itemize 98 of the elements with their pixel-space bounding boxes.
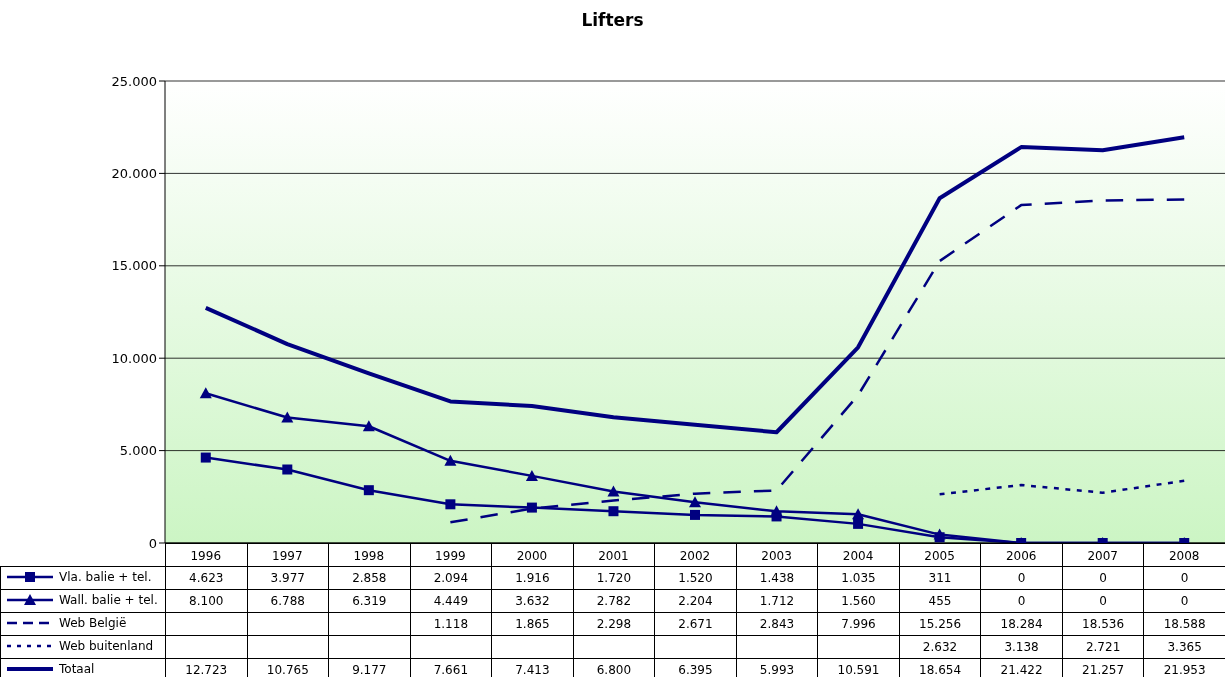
data-label: 311 xyxy=(899,566,981,590)
data-label: 3.365 xyxy=(1143,635,1225,659)
data-label: 7.996 xyxy=(817,612,900,636)
data-label: 0 xyxy=(980,566,1063,590)
data-label: 21.422 xyxy=(980,658,1063,677)
data-label: 10.591 xyxy=(817,658,900,677)
legend-label: Totaal xyxy=(59,661,95,676)
chart-title: Lifters xyxy=(580,10,645,30)
data-label: 0 xyxy=(980,589,1063,613)
data-label: 1.118 xyxy=(410,612,492,636)
x-tick-label: 2008 xyxy=(1168,548,1200,563)
data-label: 15.256 xyxy=(899,612,981,636)
y-tick-label: 5.000 xyxy=(119,443,157,459)
data-label: 1.520 xyxy=(654,566,737,590)
data-label: 3.632 xyxy=(491,589,574,613)
point xyxy=(200,452,211,463)
x-tick-label: 1996 xyxy=(190,548,222,563)
x-tick-label: 2006 xyxy=(1005,548,1037,563)
y-tick-label: 25.000 xyxy=(111,73,157,89)
legend-label: Web buitenland xyxy=(59,638,154,653)
data-label: 1.712 xyxy=(736,589,818,613)
data-label: 4.623 xyxy=(165,566,248,590)
data-label: 2.782 xyxy=(573,589,655,613)
point xyxy=(525,469,538,481)
data-label: 1.035 xyxy=(817,566,900,590)
point xyxy=(445,499,456,510)
legend-label: Web België xyxy=(59,615,127,630)
legend-label: Wall. balie + tel. xyxy=(59,592,158,607)
point xyxy=(608,506,619,517)
data-label: 10.765 xyxy=(247,658,329,677)
x-tick-label: 2000 xyxy=(516,548,548,563)
data-label: 12.723 xyxy=(165,658,248,677)
data-label: 0 xyxy=(1062,566,1144,590)
data-label: 6.319 xyxy=(328,589,411,613)
point xyxy=(281,411,294,423)
y-tick-label: 10.000 xyxy=(111,350,157,366)
point xyxy=(362,420,375,432)
point xyxy=(933,528,946,540)
data-label: 3.977 xyxy=(247,566,329,590)
data-label: 4.449 xyxy=(410,589,492,613)
x-tick-label: 2003 xyxy=(761,548,792,563)
data-label: 2.671 xyxy=(654,612,737,636)
data-label: 9.177 xyxy=(328,658,411,677)
data-label: 2.204 xyxy=(654,589,737,613)
data-label: 2.632 xyxy=(899,635,981,659)
line-series xyxy=(203,135,1187,435)
point xyxy=(199,387,212,399)
point xyxy=(689,496,701,508)
data-label: 2.094 xyxy=(410,566,492,590)
x-tick-label: 1997 xyxy=(272,548,303,563)
point xyxy=(526,502,537,513)
data-label: 18.284 xyxy=(980,612,1063,636)
y-tick-label: 0 xyxy=(148,535,157,551)
data-label: 2.721 xyxy=(1062,635,1144,659)
data-label: 2.843 xyxy=(736,612,818,636)
point xyxy=(363,485,374,496)
data-label: 2.858 xyxy=(328,566,411,590)
point xyxy=(770,505,783,517)
point xyxy=(444,454,457,466)
data-label: 0 xyxy=(1143,589,1225,613)
data-label: 2.298 xyxy=(573,612,655,636)
x-tick-label: 2001 xyxy=(598,548,629,563)
legend-label: Vla. balie + tel. xyxy=(59,569,152,584)
data-label: 1.865 xyxy=(491,612,574,636)
data-label: 6.395 xyxy=(654,658,737,677)
data-label: 21.257 xyxy=(1062,658,1144,677)
data-label: 18.536 xyxy=(1062,612,1144,636)
line-series xyxy=(938,479,1186,496)
x-tick-label: 1998 xyxy=(353,548,385,563)
data-label: 6.788 xyxy=(247,589,329,613)
x-tick-label: 1999 xyxy=(435,548,466,563)
x-tick-label: 2004 xyxy=(842,548,874,563)
data-label: 1.720 xyxy=(573,566,655,590)
data-label: 5.993 xyxy=(736,658,818,677)
data-label: 7.661 xyxy=(410,658,492,677)
data-label: 3.138 xyxy=(980,635,1063,659)
data-label: 18.654 xyxy=(899,658,981,677)
data-label: 8.100 xyxy=(165,589,248,613)
x-tick-label: 2007 xyxy=(1087,548,1118,563)
data-label: 0 xyxy=(1062,589,1144,613)
data-label: 455 xyxy=(899,589,981,613)
data-label: 7.413 xyxy=(491,658,574,677)
data-label: 6.800 xyxy=(573,658,655,677)
point xyxy=(607,485,620,497)
data-label: 21.953 xyxy=(1143,658,1225,677)
data-label: 18.588 xyxy=(1143,612,1225,636)
point xyxy=(690,509,700,520)
data-label: 1.560 xyxy=(817,589,900,613)
data-label: 0 xyxy=(1143,566,1225,590)
point xyxy=(852,508,865,520)
y-tick-label: 20.000 xyxy=(111,166,157,182)
point xyxy=(282,464,293,475)
point xyxy=(853,518,864,529)
x-tick-label: 2005 xyxy=(924,548,955,563)
data-label: 1.916 xyxy=(491,566,574,590)
data-label: 1.438 xyxy=(736,566,818,590)
y-tick-label: 15.000 xyxy=(111,258,157,274)
x-tick-label: 2002 xyxy=(679,548,711,563)
